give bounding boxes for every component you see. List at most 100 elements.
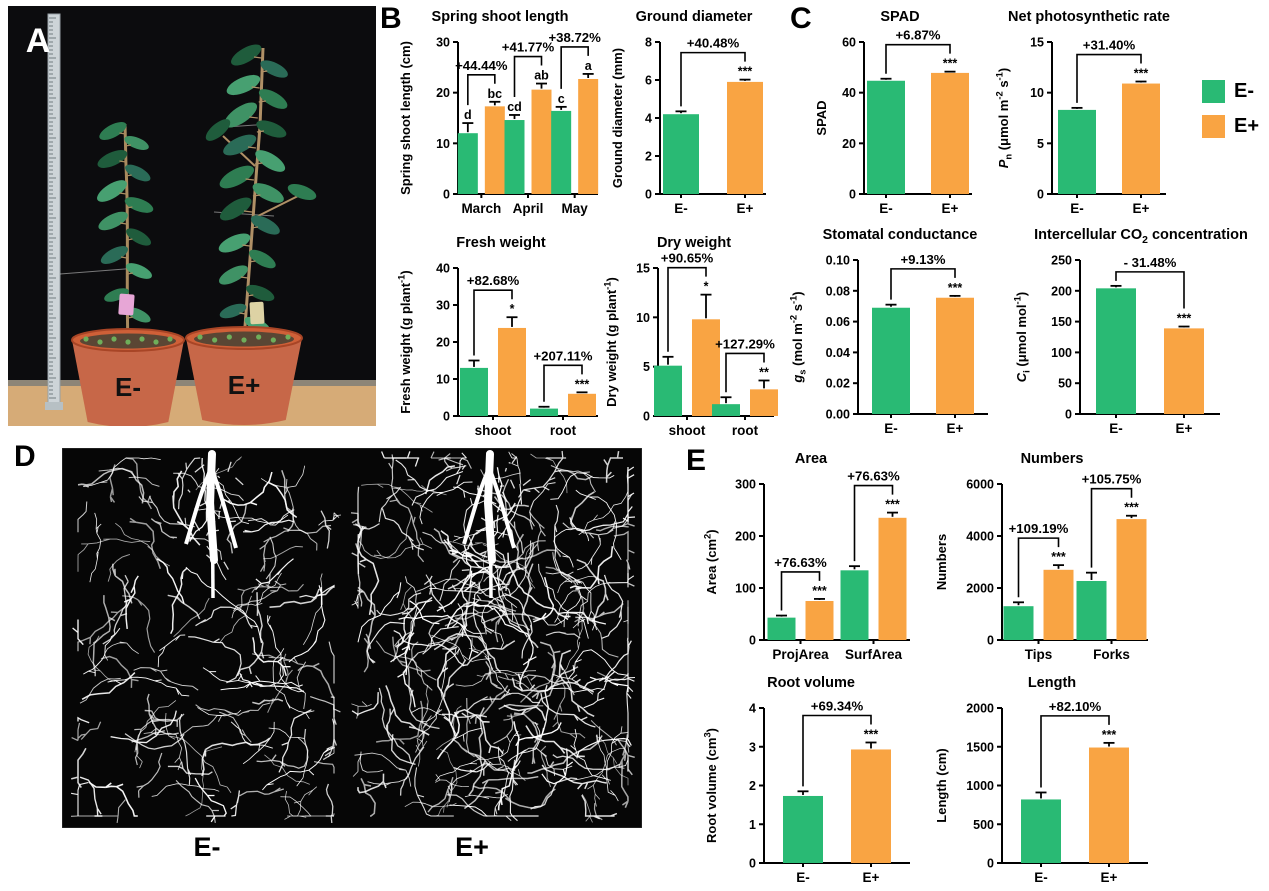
y-axis-label: Root volume (cm3): [702, 728, 719, 843]
root-trace: [230, 721, 273, 749]
comparison-label: +76.63%: [774, 555, 827, 570]
root-trace: [497, 721, 520, 811]
y-tick-label: 30: [436, 299, 450, 313]
root-trace: [72, 619, 84, 646]
root-trace: [593, 803, 603, 821]
y-tick-label: 0.04: [826, 346, 850, 360]
y-axis-label: Length (cm): [934, 748, 949, 822]
petiole: [258, 100, 266, 103]
chart-title: Length: [1028, 675, 1076, 691]
y-tick-label: 5: [643, 360, 650, 374]
root-trace: [530, 453, 568, 494]
root-trace: [170, 567, 188, 635]
root-trace: [297, 662, 335, 699]
bar-E+: [531, 89, 552, 194]
root-trace: [110, 710, 177, 744]
root-scan-label-e-plus: E+: [455, 832, 489, 862]
comparison-bracket: [467, 73, 496, 106]
y-tick-label: 10: [436, 137, 450, 151]
root-trace: [151, 783, 220, 797]
y-tick-label: 150: [1051, 315, 1072, 329]
root-trace: [411, 707, 458, 737]
y-tick-label: 4: [749, 702, 756, 716]
root-trace: [357, 773, 387, 794]
bar-E-: [457, 133, 478, 194]
root-trace: [570, 728, 611, 781]
x-tick-label: E-: [1070, 201, 1084, 216]
x-tick-label: E+: [1133, 201, 1150, 216]
root-trace: [500, 543, 535, 592]
bar-E-: [867, 80, 905, 194]
leaf: [99, 122, 127, 140]
plant-e-plus: [205, 44, 317, 341]
root-trace: [463, 601, 508, 616]
root-trace: [419, 481, 473, 525]
root-trace: [115, 522, 170, 567]
weed: [241, 337, 247, 343]
comparison-bracket: [890, 268, 956, 300]
root-trace: [494, 549, 528, 638]
panel-a-photo: E- E+ A: [8, 6, 376, 433]
comparison-bracket: [1017, 537, 1060, 598]
comparison-bracket: [725, 352, 765, 393]
root-trace: [507, 722, 541, 762]
sig-label: a: [585, 59, 593, 73]
root-scan-svg: [61, 447, 643, 829]
chart-fresh-weight: Fresh weight Fresh weight (g plant-1) 0 10 2…: [396, 230, 606, 444]
root-trace: [575, 603, 624, 626]
sig-label: ***: [1177, 312, 1192, 326]
legend-item-e-minus: E-: [1202, 80, 1259, 103]
root-trace: [267, 615, 305, 693]
root-trace: [436, 711, 461, 760]
bar-E-: [840, 570, 869, 640]
photo-svg: E- E+ A: [8, 6, 376, 433]
sig-label: ***: [864, 727, 879, 741]
sig-label: ***: [1102, 728, 1117, 742]
chart-title: Numbers: [1021, 451, 1084, 467]
root-trace: [269, 585, 335, 608]
root-trace: [472, 785, 556, 809]
root-trace: [508, 451, 522, 485]
bar-E+: [936, 297, 974, 414]
root-crown-e-plus: [456, 450, 532, 599]
weed: [167, 336, 173, 342]
root-trace: [144, 709, 185, 727]
root-trace: [385, 708, 416, 766]
bar-E-: [551, 110, 572, 194]
y-axis-label: SPAD: [814, 100, 829, 135]
plant-tag: [249, 301, 265, 325]
root-trace: [136, 752, 163, 798]
leaf: [125, 263, 152, 279]
root-trace: [392, 636, 431, 673]
leaf: [218, 233, 251, 253]
leaf: [256, 120, 287, 138]
leaf: [248, 249, 276, 269]
y-tick-label: 250: [1051, 254, 1072, 268]
pot-label: E+: [228, 370, 261, 400]
root-trace: [281, 470, 295, 532]
root-trace: [70, 782, 89, 816]
leaf: [246, 284, 275, 302]
y-tick-label: 0: [849, 188, 856, 202]
root-trace: [472, 594, 523, 632]
root-trace: [488, 540, 532, 604]
chart-title: SPAD: [880, 9, 919, 25]
root-trace: [237, 583, 304, 611]
bar-E-: [1058, 109, 1096, 194]
panel-label-b: B: [380, 2, 402, 35]
root-trace: [265, 536, 277, 584]
legend: E- E+: [1202, 80, 1259, 150]
root-trace: [360, 778, 376, 817]
chart-title: Intercellular CO2 concentration: [1034, 227, 1248, 246]
comparison-label: +69.34%: [811, 698, 864, 713]
petiole: [120, 222, 127, 225]
root-trace: [552, 552, 598, 631]
leaf: [100, 246, 128, 264]
root-trace: [552, 673, 605, 695]
weed: [97, 339, 103, 345]
bar-E-: [663, 114, 699, 194]
chart-svg-area: Area Area (cm2) 0 100 200 300 *** ProjArea *** Su…: [702, 451, 910, 662]
root-trace: [603, 450, 623, 483]
comparison-label: - 31.48%: [1124, 255, 1177, 270]
bar-E+: [727, 81, 763, 194]
